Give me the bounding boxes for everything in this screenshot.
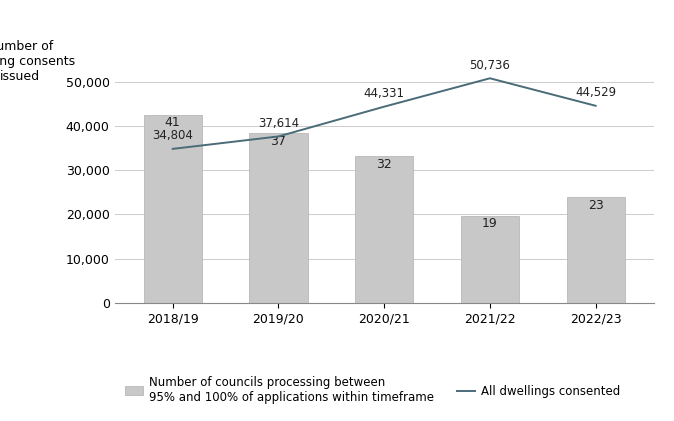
Legend: Number of councils processing between
95% and 100% of applications within timefr: Number of councils processing between 95… (121, 371, 625, 408)
Y-axis label: Number of
building consents
issued: Number of building consents issued (0, 40, 75, 83)
Text: 50,736: 50,736 (470, 59, 510, 72)
Bar (461, 216, 519, 303)
Bar (355, 156, 413, 303)
Text: 37: 37 (270, 135, 286, 148)
Text: 23: 23 (588, 199, 603, 212)
Text: 44,331: 44,331 (364, 87, 404, 100)
Text: 32: 32 (376, 157, 392, 171)
Text: 19: 19 (482, 217, 498, 230)
Bar (567, 197, 625, 303)
Text: 44,529: 44,529 (575, 86, 616, 99)
Bar (249, 133, 307, 303)
Text: 37,614: 37,614 (258, 117, 299, 130)
Bar (144, 115, 202, 303)
Text: 41: 41 (165, 116, 181, 129)
Text: 34,804: 34,804 (152, 129, 193, 142)
